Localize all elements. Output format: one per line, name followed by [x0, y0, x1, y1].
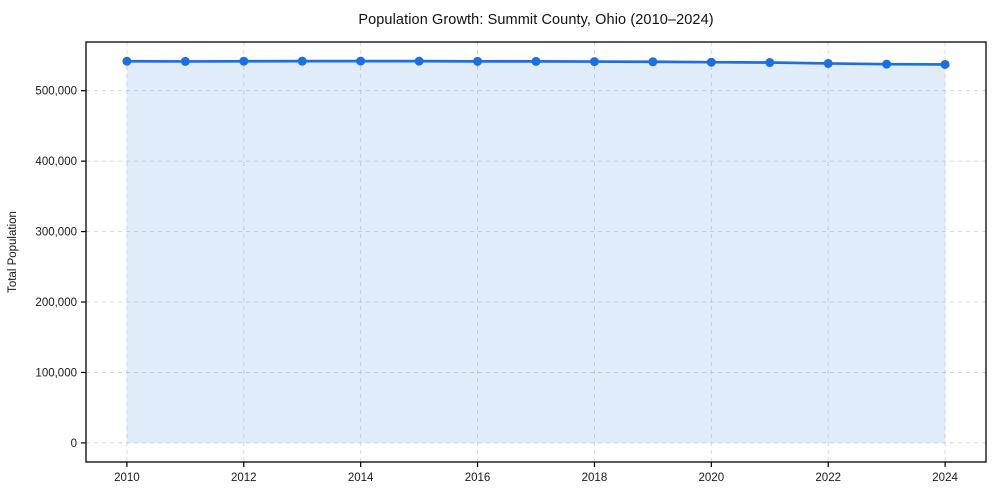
- data-point: [706, 57, 716, 67]
- data-point: [882, 59, 892, 69]
- y-tick-label: 0: [71, 438, 77, 450]
- y-tick-label: 100,000: [35, 367, 77, 379]
- x-tick-label: 2010: [114, 472, 140, 484]
- data-point: [531, 56, 541, 66]
- y-tick-label: 300,000: [35, 227, 77, 239]
- data-point: [940, 59, 950, 69]
- area-fill: [126, 61, 946, 443]
- data-point: [180, 56, 190, 66]
- y-tick-label: 400,000: [35, 156, 77, 168]
- x-tick-label: 2016: [465, 472, 491, 484]
- data-point: [473, 56, 483, 66]
- x-tick-label: 2018: [582, 472, 608, 484]
- data-point: [356, 56, 366, 66]
- y-tick-label: 200,000: [35, 297, 77, 309]
- y-tick-label: 500,000: [35, 86, 77, 98]
- plot-frame: [85, 41, 987, 463]
- data-point: [823, 58, 833, 68]
- data-point: [122, 56, 132, 66]
- x-tick-label: 2012: [231, 472, 257, 484]
- data-point: [239, 56, 249, 66]
- x-tick-label: 2020: [699, 472, 725, 484]
- data-point: [297, 56, 307, 66]
- data-point: [648, 57, 658, 67]
- x-tick-label: 2022: [815, 472, 841, 484]
- x-tick-label: 2024: [932, 472, 958, 484]
- data-point: [414, 56, 424, 66]
- chart-title: Population Growth: Summit County, Ohio (…: [358, 12, 714, 28]
- x-tick-label: 2014: [348, 472, 374, 484]
- data-point: [765, 58, 775, 68]
- data-point: [589, 57, 599, 67]
